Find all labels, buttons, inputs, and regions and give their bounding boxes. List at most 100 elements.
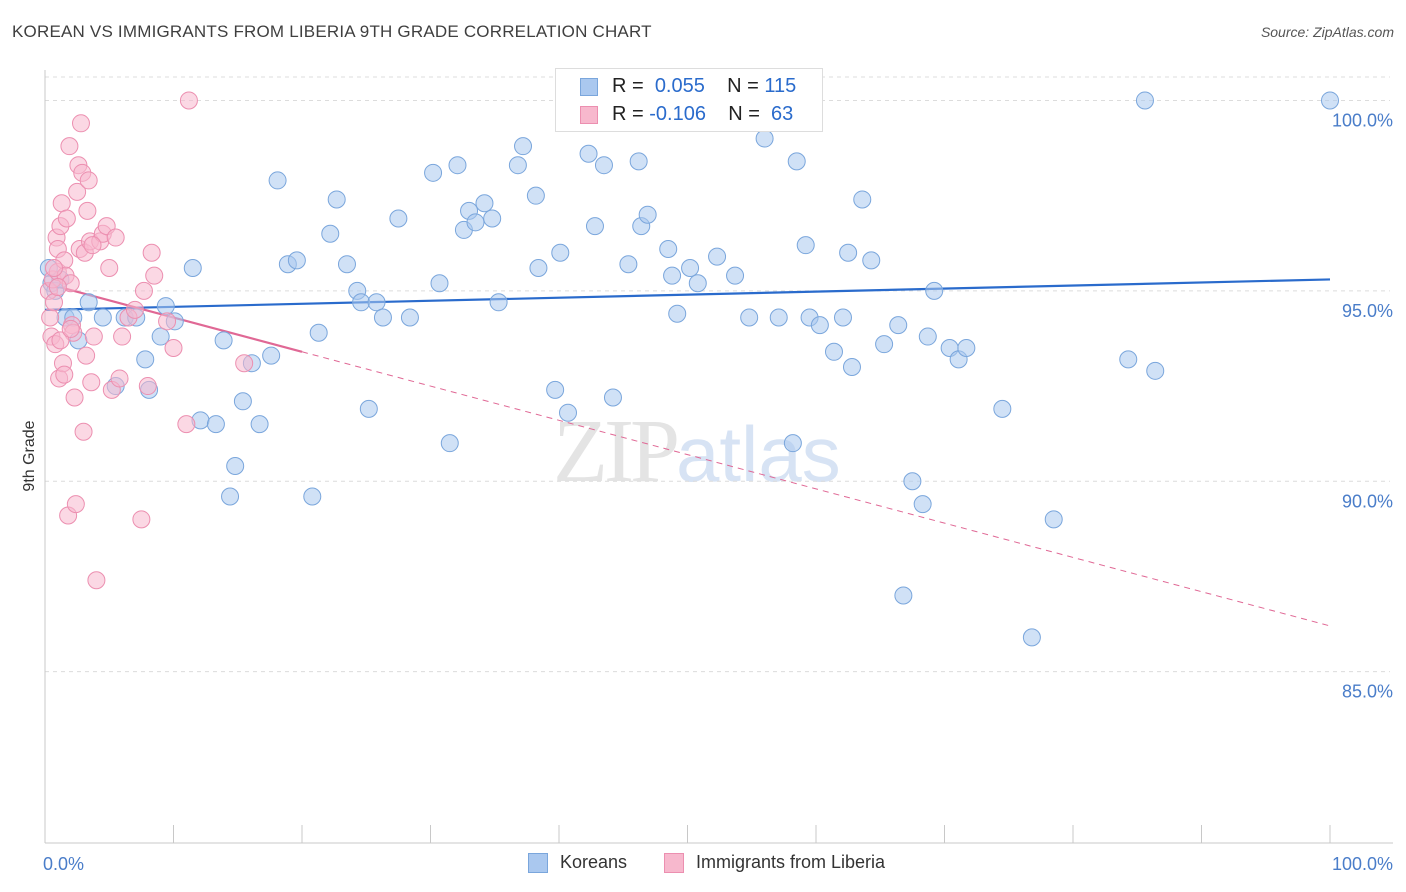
korean-point <box>424 163 443 182</box>
liberia-point <box>87 571 106 590</box>
korean-point <box>875 335 894 354</box>
korean-point <box>853 190 872 209</box>
korean-point <box>352 293 371 312</box>
liberia-point <box>57 209 76 228</box>
korean-point <box>156 297 175 316</box>
korean-point <box>1146 361 1165 380</box>
korean-point <box>400 308 419 327</box>
korean-point <box>918 327 937 346</box>
watermark: ZIPatlas <box>553 400 841 503</box>
korean-point <box>619 255 638 274</box>
liberia-legend-label: Immigrants from Liberia <box>696 852 886 872</box>
korean-point <box>93 308 112 327</box>
korean-point <box>389 209 408 228</box>
korean-point <box>796 236 815 255</box>
korean-point <box>430 274 449 293</box>
liberia-point <box>60 137 79 156</box>
stats-row-liberia: R = -0.106 N = 63 <box>556 101 822 129</box>
korean-point <box>214 331 233 350</box>
korean-point <box>309 323 328 342</box>
korean-point <box>151 327 170 346</box>
liberia-point <box>66 495 85 514</box>
koreans-trend-line <box>44 278 1331 311</box>
korean-point <box>337 255 356 274</box>
korean-point <box>466 213 485 232</box>
liberia-point <box>100 259 119 278</box>
data-points <box>39 91 1339 647</box>
liberia-point <box>134 281 153 300</box>
korean-point <box>579 144 598 163</box>
korean-point <box>514 137 533 156</box>
liberia-point <box>84 327 103 346</box>
liberia-point <box>110 369 129 388</box>
korean-point <box>726 266 745 285</box>
liberia-point <box>158 312 177 331</box>
korean-point <box>551 243 570 262</box>
y-tick-label: 85.0% <box>1342 682 1393 702</box>
korean-point <box>925 281 944 300</box>
korean-point <box>367 293 386 312</box>
liberia-point <box>83 236 102 255</box>
korean-point <box>262 346 281 365</box>
liberia-point <box>79 171 98 190</box>
korean-point <box>889 316 908 335</box>
korean-point <box>833 308 852 327</box>
liberia-point <box>44 293 63 312</box>
axis-labels: 85.0% 90.0% 95.0% 100.0% 0.0% 100.0% 9th Grade <box>21 110 1393 874</box>
korean-point <box>755 129 774 148</box>
koreans-swatch <box>580 78 598 96</box>
liberia-point <box>52 194 71 213</box>
liberia-trend-line-dashed <box>301 351 1331 627</box>
koreans-legend-label: Koreans <box>560 852 628 872</box>
y-axis-label: 9th Grade <box>21 420 38 491</box>
chart-source: Source: ZipAtlas.com <box>1260 24 1394 40</box>
korean-point <box>862 251 881 270</box>
liberia-point <box>142 243 161 262</box>
korean-point <box>206 415 225 434</box>
korean-point <box>824 342 843 361</box>
liberia-point <box>65 388 84 407</box>
stats-row-koreans: R = 0.055 N = 115 <box>556 73 822 101</box>
liberia-point <box>132 510 151 529</box>
korean-point <box>603 388 622 407</box>
liberia-point <box>78 201 97 220</box>
liberia-point <box>61 319 80 338</box>
stats-legend: R = 0.055 N = 115 R = -0.106 N = 63 <box>555 68 823 132</box>
koreans-legend-swatch <box>528 853 548 873</box>
korean-point <box>668 304 687 323</box>
korean-point <box>327 190 346 209</box>
korean-point <box>638 205 657 224</box>
korean-point <box>558 403 577 422</box>
liberia-point <box>44 259 63 278</box>
korean-point <box>769 308 788 327</box>
y-tick-label: 90.0% <box>1342 491 1393 511</box>
liberia-point <box>41 308 60 327</box>
liberia-point <box>125 300 144 319</box>
korean-point <box>508 156 527 175</box>
korean-point <box>993 399 1012 418</box>
y-tick-label: 95.0% <box>1342 301 1393 321</box>
korean-point <box>894 586 913 605</box>
korean-point <box>663 266 682 285</box>
liberia-point <box>145 266 164 285</box>
liberia-point <box>68 182 87 201</box>
korean-point <box>373 308 392 327</box>
korean-point <box>250 415 269 434</box>
korean-point <box>1321 91 1339 110</box>
liberia-point <box>235 354 254 373</box>
korean-point <box>303 487 322 506</box>
korean-point <box>287 251 306 270</box>
liberia-point <box>113 327 132 346</box>
korean-point <box>957 338 976 357</box>
korean-point <box>546 380 565 399</box>
trend-lines <box>44 278 1331 627</box>
korean-point <box>475 194 494 213</box>
korean-point <box>233 392 252 411</box>
liberia-point <box>77 346 96 365</box>
korean-point <box>359 399 378 418</box>
korean-point <box>842 358 861 377</box>
korean-point <box>1119 350 1138 369</box>
chart-title: KOREAN VS IMMIGRANTS FROM LIBERIA 9TH GR… <box>12 22 652 41</box>
korean-point <box>529 259 548 278</box>
liberia-point <box>82 373 101 392</box>
